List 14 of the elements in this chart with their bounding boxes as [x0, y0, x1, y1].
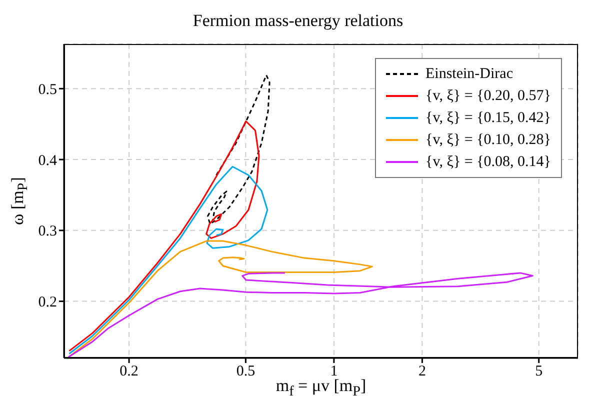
x-tick-label: 2: [418, 364, 426, 380]
legend-label: {v, ξ} = {0.20, 0.57}: [426, 87, 551, 106]
x-tick-label: 0.2: [120, 364, 138, 380]
legend-label: {v, ξ} = {0.15, 0.42}: [426, 109, 551, 128]
y-tick-label: 0.5: [38, 82, 57, 98]
legend-label: Einstein-Dirac: [426, 65, 513, 84]
x-tick-label: 5: [535, 364, 543, 380]
y-tick-label: 0.2: [38, 294, 57, 311]
legend-label: {v, ξ} = {0.08, 0.14}: [426, 153, 551, 172]
legend-label: {v, ξ} = {0.10, 0.28}: [426, 131, 551, 150]
y-tick-label: 0.3: [38, 224, 57, 240]
chart-title: Fermion mass-energy relations: [192, 10, 404, 32]
x-tick-label: 0.5: [236, 364, 256, 380]
y-tick-label: 0.4: [38, 152, 58, 169]
